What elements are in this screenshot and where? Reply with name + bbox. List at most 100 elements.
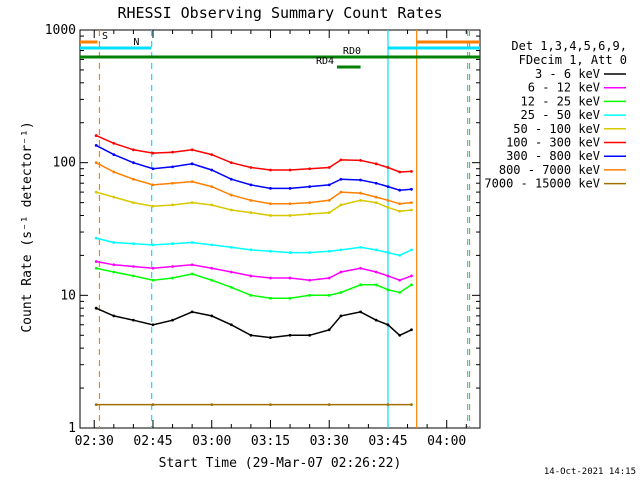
data-point — [327, 211, 331, 215]
data-point — [171, 242, 174, 246]
data-point — [249, 166, 253, 169]
data-point — [190, 272, 194, 276]
data-point — [94, 143, 98, 147]
data-point — [94, 236, 98, 240]
data-point — [112, 241, 116, 244]
data-point — [249, 211, 253, 215]
data-point — [410, 201, 413, 205]
data-point — [131, 274, 135, 278]
data-point — [171, 150, 174, 154]
data-point — [308, 185, 312, 189]
data-point — [112, 314, 116, 318]
data-point — [398, 278, 402, 282]
flag-label-n: N — [133, 37, 139, 48]
data-point — [229, 285, 233, 289]
legend-label: 12 - 25 keV — [521, 94, 600, 108]
data-point — [410, 274, 413, 278]
data-point — [308, 167, 312, 171]
data-point — [308, 201, 312, 205]
data-point — [210, 185, 214, 189]
data-point — [171, 165, 174, 169]
data-point — [229, 270, 233, 274]
data-point — [94, 306, 98, 310]
data-point — [359, 266, 362, 270]
data-point — [190, 263, 194, 267]
data-point — [151, 183, 155, 187]
data-point — [288, 276, 292, 280]
data-point — [249, 183, 253, 187]
data-point — [398, 253, 402, 257]
data-point — [171, 265, 174, 268]
data-point — [229, 193, 233, 197]
data-point — [151, 167, 155, 171]
data-point — [339, 177, 343, 181]
data-point — [210, 403, 214, 407]
legend-header-line-1: Det 1,3,4,5,6,9, — [511, 39, 627, 53]
data-point — [190, 162, 194, 166]
data-point — [210, 314, 214, 318]
x-tick-label: 02:45 — [133, 434, 172, 449]
data-point — [210, 203, 214, 207]
x-axis-label: Start Time (29-Mar-07 02:26:22) — [159, 456, 402, 471]
data-point — [339, 190, 343, 194]
data-point — [249, 274, 253, 278]
data-point — [94, 134, 98, 137]
data-point — [374, 270, 378, 274]
data-point — [386, 185, 390, 189]
data-point — [327, 403, 331, 407]
data-point — [339, 270, 343, 274]
data-point — [410, 208, 413, 212]
data-point — [210, 278, 214, 282]
data-point — [229, 208, 233, 212]
data-point — [269, 202, 272, 206]
data-point — [339, 291, 343, 294]
data-point — [398, 188, 402, 192]
legend-header-line-2: FDecim 1, Att 0 — [519, 53, 627, 67]
data-point — [386, 403, 390, 407]
data-point — [410, 248, 413, 252]
data-point — [171, 203, 174, 207]
data-point — [374, 195, 378, 199]
data-point — [374, 283, 378, 287]
data-point — [269, 186, 272, 190]
data-point — [339, 248, 343, 252]
data-point — [386, 288, 390, 292]
data-point — [386, 198, 390, 202]
data-point — [229, 177, 233, 181]
data-point — [398, 170, 402, 174]
data-point — [269, 168, 272, 172]
series-line — [95, 162, 412, 205]
data-point — [359, 283, 362, 287]
flag-label-rd4: RD4 — [316, 56, 334, 67]
data-point — [94, 266, 98, 270]
data-point — [151, 243, 155, 247]
data-point — [269, 276, 272, 280]
data-point — [327, 183, 331, 187]
x-tick-label: 02:30 — [75, 434, 114, 449]
data-point — [327, 293, 331, 297]
legend-label: 300 - 800 keV — [506, 149, 600, 163]
data-point — [386, 251, 390, 254]
y-tick-label: 1 — [68, 421, 76, 436]
y-axis-label: Count Rate (s⁻¹ detector⁻¹) — [20, 121, 35, 332]
data-point — [308, 251, 312, 254]
data-point — [171, 181, 174, 185]
data-point — [112, 141, 116, 145]
data-point — [359, 191, 362, 195]
data-point — [112, 195, 116, 199]
data-point — [359, 198, 362, 202]
x-tick-label: 04:00 — [427, 434, 466, 449]
legend-label: 7000 - 15000 keV — [484, 177, 600, 191]
data-point — [398, 333, 402, 337]
legend-label: 3 - 6 keV — [535, 67, 600, 81]
data-point — [398, 202, 402, 206]
data-point — [269, 336, 272, 340]
data-point — [269, 214, 272, 217]
data-point — [131, 148, 135, 152]
data-point — [410, 403, 413, 407]
data-point — [190, 310, 194, 314]
x-tick-label: 03:15 — [251, 434, 290, 449]
data-point — [249, 248, 253, 252]
data-point — [112, 153, 116, 157]
